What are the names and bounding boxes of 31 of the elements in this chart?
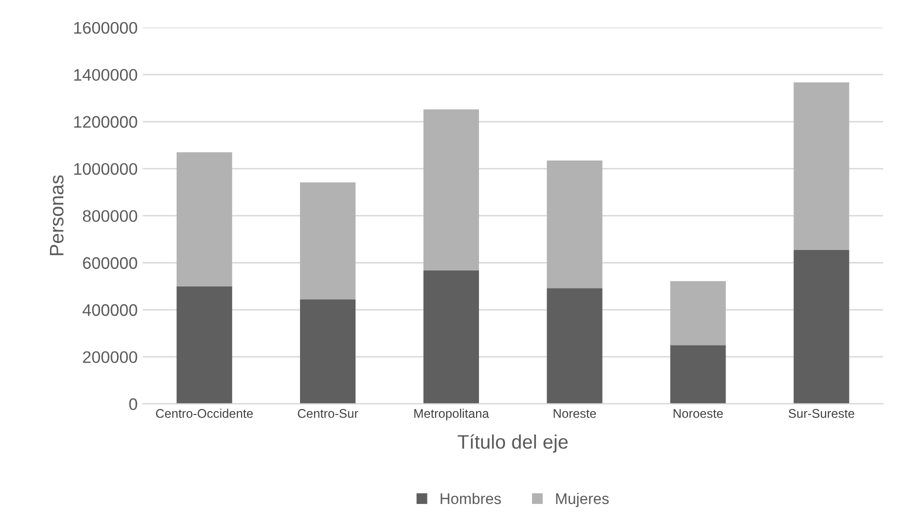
bar [794, 82, 850, 250]
bar [546, 160, 602, 288]
bar [176, 286, 232, 404]
bar [794, 250, 850, 404]
bar [176, 152, 232, 286]
legend-label: Mujeres [556, 492, 609, 508]
y-tick-label: 400000 [82, 304, 138, 316]
x-tick-label: Metropolitana [414, 408, 490, 420]
x-tick-label: Centro-Sur [298, 409, 358, 418]
y-tick-label: 1400000 [74, 69, 138, 81]
bar [546, 288, 602, 404]
y-tick-label: 1600000 [74, 22, 138, 34]
x-axis-title: Título del eje [458, 434, 568, 453]
y-tick-label: 1000000 [74, 163, 138, 175]
y-tick-label: 200000 [83, 351, 138, 364]
bar [670, 281, 726, 346]
bar [423, 109, 479, 270]
x-tick-label: Noroeste [674, 409, 723, 418]
bar [300, 182, 356, 300]
x-tick-label: Centro-Occidente [156, 408, 253, 418]
x-tick-label: Sur-Sureste [788, 409, 854, 418]
legend-label: Hombres [440, 492, 501, 504]
x-tick-label: Noreste [554, 409, 596, 418]
y-tick-label: 0 [129, 398, 138, 410]
y-axis-title: Personas [50, 175, 64, 256]
bar [300, 299, 356, 404]
bar [670, 345, 726, 404]
y-tick-label: 1200000 [74, 116, 138, 128]
bar [423, 270, 479, 404]
y-tick-label: 600000 [83, 257, 138, 269]
y-tick-label: 800000 [82, 210, 138, 222]
